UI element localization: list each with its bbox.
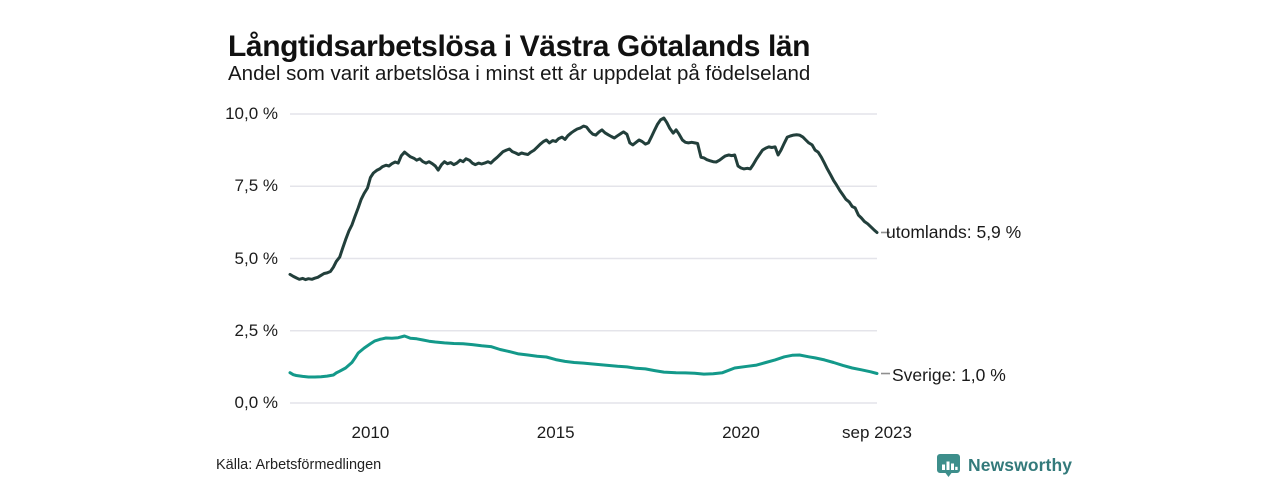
page-subtitle: Andel som varit arbetslösa i minst ett å… (228, 62, 811, 85)
y-tick-label: 0,0 % (234, 393, 278, 412)
series-end-label-sverige: Sverige: 1,0 % (892, 365, 1006, 385)
x-tick-label: sep 2023 (842, 423, 912, 442)
x-tick-label: 2015 (536, 423, 575, 442)
y-tick-label: 5,0 % (234, 248, 278, 268)
x-tick-label: 2020 (722, 423, 760, 442)
utomlands-line (288, 116, 879, 282)
series-end-label-utomlands: utomlands: 5,9 % (886, 222, 1022, 242)
bar-chart-bubble-icon (937, 453, 960, 477)
source-note: Källa: Arbetsförmedlingen (216, 457, 382, 473)
page-title: Långtidsarbetslösa i Västra Götalands lä… (228, 30, 811, 64)
y-tick-label: 7,5 % (234, 176, 278, 196)
y-tick-label: 2,5 % (234, 320, 278, 340)
Sverige-line (288, 334, 879, 379)
x-tick-label: 2010 (351, 423, 390, 442)
y-tick-label: 10,0 % (225, 104, 278, 123)
newsworthy-wordmark: Newsworthy (968, 454, 1073, 475)
newsworthy-branding[interactable]: Newsworthy (936, 452, 1072, 478)
